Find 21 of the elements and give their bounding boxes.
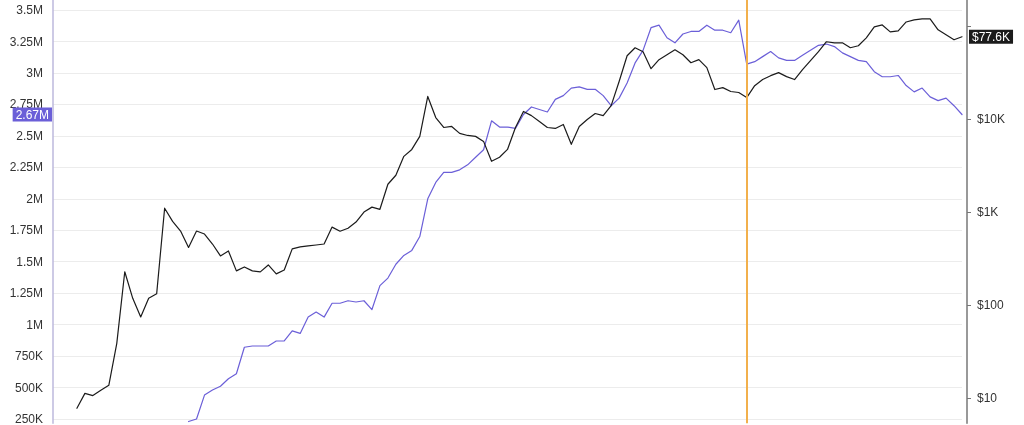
y-tick-label: 2.25M: [9, 160, 43, 175]
data-label: $77.6K: [972, 29, 1011, 44]
line-series: [76, 18, 963, 409]
y-tick-label: 750K: [14, 349, 43, 364]
annotation: 2.67M: [15, 107, 49, 122]
y-tick-label: 1.25M: [9, 286, 43, 301]
y-tick-label: 3.5M: [16, 3, 43, 18]
y-tick-label: 500K: [14, 380, 43, 395]
y2-tick-label: $10K: [977, 112, 1006, 127]
y-tick-label: 1M: [26, 317, 43, 332]
y-tick-label: 2M: [26, 191, 43, 206]
y-tick-label: 1.5M: [16, 254, 43, 269]
y2-tick-label: $100: [977, 298, 1005, 313]
y-tick-label: 2.5M: [16, 128, 43, 143]
y-tick-label: 250K: [14, 412, 43, 425]
line-series: [187, 19, 963, 423]
y2-tick-label: $1K: [977, 205, 999, 220]
y2-tick-label: $10: [977, 391, 998, 406]
y-tick-label: 3M: [26, 65, 43, 80]
y-tick-label: 3.25M: [9, 34, 43, 49]
y-tick-label: 1.75M: [9, 223, 43, 238]
